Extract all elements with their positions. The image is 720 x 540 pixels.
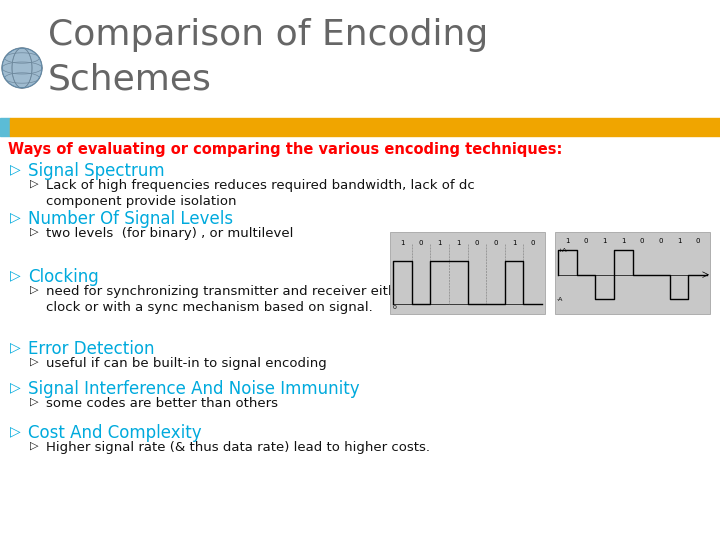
Text: two levels  (for binary) , or multilevel: two levels (for binary) , or multilevel <box>46 227 293 240</box>
Text: Error Detection: Error Detection <box>28 340 155 358</box>
Text: ▷: ▷ <box>10 424 21 438</box>
Text: ▷: ▷ <box>30 397 38 407</box>
Text: 1: 1 <box>400 240 405 246</box>
Bar <box>555 232 710 314</box>
Circle shape <box>2 48 42 88</box>
Text: 0: 0 <box>658 238 662 244</box>
Bar <box>390 232 545 314</box>
Text: Signal Spectrum: Signal Spectrum <box>28 162 165 180</box>
Text: 0: 0 <box>696 238 700 244</box>
Text: 1: 1 <box>456 240 460 246</box>
Bar <box>10 118 720 136</box>
Text: Lack of high frequencies reduces required bandwidth, lack of dc
component provid: Lack of high frequencies reduces require… <box>46 179 474 208</box>
Text: 0: 0 <box>493 240 498 246</box>
Text: 1: 1 <box>621 238 626 244</box>
Text: Comparison of Encoding: Comparison of Encoding <box>48 18 488 52</box>
Circle shape <box>2 48 42 88</box>
Text: useful if can be built-in to signal encoding: useful if can be built-in to signal enco… <box>46 357 327 370</box>
Text: ▷: ▷ <box>10 268 21 282</box>
Text: ▷: ▷ <box>10 162 21 176</box>
Text: Clocking: Clocking <box>28 268 99 286</box>
Text: ▷: ▷ <box>30 285 38 295</box>
Text: ▷: ▷ <box>10 210 21 224</box>
Text: 0: 0 <box>639 238 644 244</box>
Text: Number Of Signal Levels: Number Of Signal Levels <box>28 210 233 228</box>
Text: 0: 0 <box>419 240 423 246</box>
Text: ▷: ▷ <box>30 357 38 367</box>
Text: +A: +A <box>557 247 567 253</box>
Text: 0: 0 <box>474 240 479 246</box>
Text: some codes are better than others: some codes are better than others <box>46 397 278 410</box>
Text: 0: 0 <box>584 238 588 244</box>
Text: ▷: ▷ <box>30 227 38 237</box>
Text: 1: 1 <box>603 238 607 244</box>
Text: 0: 0 <box>531 240 535 246</box>
Text: 1: 1 <box>437 240 442 246</box>
Text: Cost And Complexity: Cost And Complexity <box>28 424 202 442</box>
Text: Higher signal rate (& thus data rate) lead to higher costs.: Higher signal rate (& thus data rate) le… <box>46 441 430 454</box>
Text: Signal Interference And Noise Immunity: Signal Interference And Noise Immunity <box>28 380 359 398</box>
Text: -A: -A <box>557 297 563 302</box>
Bar <box>0 118 10 136</box>
Text: ▷: ▷ <box>10 340 21 354</box>
Text: 1: 1 <box>565 238 570 244</box>
Text: need for synchronizing transmitter and receiver either with an external
clock or: need for synchronizing transmitter and r… <box>46 285 523 314</box>
Text: Schemes: Schemes <box>48 62 212 96</box>
Text: ▷: ▷ <box>10 380 21 394</box>
Text: Ways of evaluating or comparing the various encoding techniques:: Ways of evaluating or comparing the vari… <box>8 142 562 157</box>
Text: 1: 1 <box>512 240 516 246</box>
Text: ▷: ▷ <box>30 441 38 451</box>
Text: ▷: ▷ <box>30 179 38 189</box>
Text: 1: 1 <box>677 238 681 244</box>
Text: 0: 0 <box>393 305 397 310</box>
